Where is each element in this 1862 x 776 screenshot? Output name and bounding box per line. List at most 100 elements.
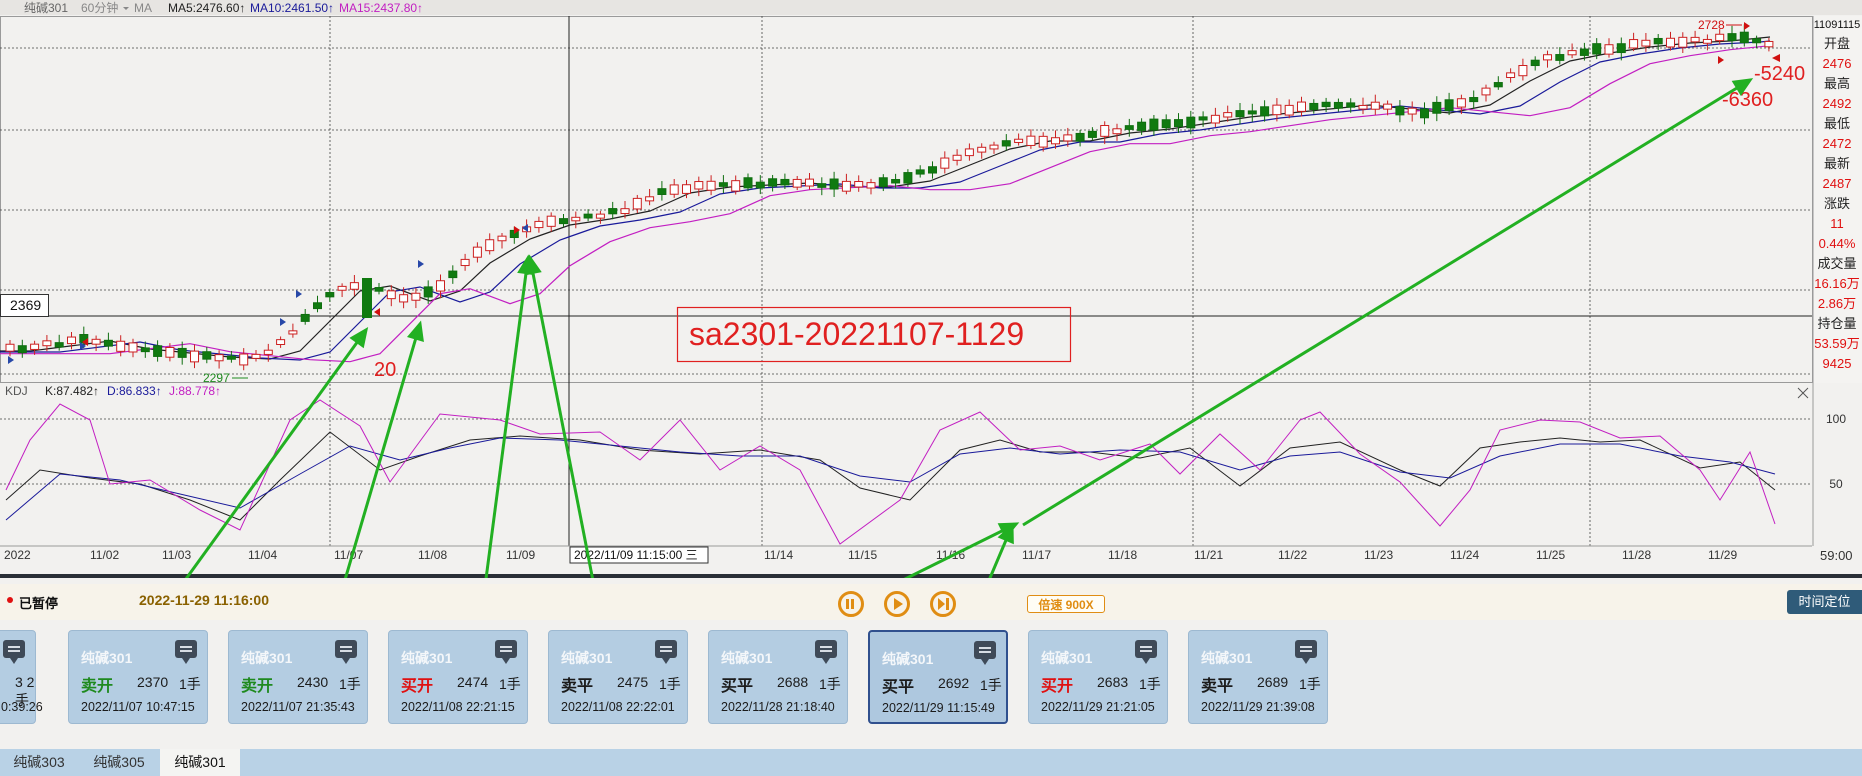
candle	[1407, 107, 1417, 115]
time-locate-button[interactable]: 时间定位	[1787, 590, 1862, 614]
candle	[1272, 104, 1282, 116]
x-tick-label: 11/07	[334, 548, 363, 562]
message-icon[interactable]	[1295, 640, 1317, 664]
header-indicator[interactable]: MA	[134, 1, 152, 15]
candle	[165, 346, 175, 358]
chart-area[interactable]: 纯碱301 60分钟 MA MA5:2476.60↑ MA10:2461.50↑…	[0, 0, 1862, 578]
trade-lots: 1手	[339, 676, 361, 692]
side-value: 2492	[1823, 96, 1852, 111]
candle	[374, 287, 384, 292]
trade-card-partial[interactable]: 3 2手 0:39:26	[0, 630, 43, 724]
message-icon[interactable]	[335, 640, 357, 664]
candle	[989, 144, 999, 150]
trade-price: 2688	[777, 674, 809, 690]
message-icon[interactable]	[974, 641, 996, 665]
trade-time: 2022/11/07 10:47:15	[81, 700, 195, 714]
side-value: 2472	[1823, 136, 1852, 151]
trade-card[interactable]: 纯碱301 买开 2474 1手 2022/11/08 22:21:15	[388, 630, 528, 724]
symbol-tab[interactable]: 纯碱303	[13, 754, 65, 770]
kdj-close-icon[interactable]	[1797, 387, 1809, 399]
profit-label-2: -6360	[1722, 89, 1773, 111]
status-text: 已暂停	[19, 596, 59, 611]
side-label: 涨跌	[1824, 196, 1850, 211]
header-period[interactable]: 60分钟	[81, 0, 118, 15]
candle	[620, 208, 630, 215]
symbol-tab[interactable]: 纯碱301	[160, 749, 240, 776]
candle	[1567, 50, 1577, 56]
candle	[817, 183, 827, 188]
speed-button[interactable]: 倍速 900X	[1027, 595, 1105, 613]
annotation-arrow	[343, 323, 422, 578]
trade-card[interactable]: 纯碱301 卖开 2370 1手 2022/11/07 10:47:15	[68, 630, 208, 724]
candle	[1592, 43, 1602, 55]
play-button[interactable]	[884, 591, 910, 617]
side-value: 0.44%	[1819, 236, 1856, 251]
annotation-arrow	[1022, 78, 1751, 527]
message-icon[interactable]	[655, 640, 677, 664]
message-icon[interactable]	[1135, 640, 1157, 664]
candle	[239, 353, 249, 366]
watermark-label: sa2301-20221107-1129	[689, 316, 1024, 352]
trade-price: 2475	[617, 674, 649, 690]
x-tick-label: 11/03	[162, 548, 191, 562]
annotation-arrow	[903, 522, 1017, 578]
candle	[1506, 72, 1516, 78]
kdj-level-50: 50	[1829, 477, 1843, 491]
step-back-button[interactable]	[838, 591, 864, 617]
candle	[1333, 101, 1343, 109]
candle	[866, 182, 876, 189]
candle	[1112, 128, 1122, 135]
candle	[1001, 140, 1011, 147]
x-tick-label: 11/23	[1364, 548, 1393, 562]
step-forward-button[interactable]	[930, 591, 956, 617]
trade-card[interactable]: 纯碱301 买平 2688 1手 2022/11/28 21:18:40	[708, 630, 848, 724]
candle	[202, 351, 212, 360]
header-ma5: MA5:2476.60↑	[168, 1, 245, 15]
candle	[1616, 43, 1626, 54]
trade-card[interactable]: 纯碱301 买开 2683 1手 2022/11/29 21:21:05	[1028, 630, 1168, 724]
candle	[768, 178, 778, 187]
candle	[1727, 33, 1737, 42]
trade-card[interactable]: 纯碱301 卖平 2475 1手 2022/11/08 22:22:01	[548, 630, 688, 724]
candle	[411, 292, 421, 301]
side-label: 开盘	[1824, 36, 1850, 51]
candle	[940, 157, 950, 169]
trade-lots: 1手	[659, 676, 681, 692]
message-icon[interactable]	[175, 640, 197, 664]
candle	[964, 148, 974, 157]
trade-card[interactable]: 纯碱301 买平 2692 1手 2022/11/29 11:15:49	[868, 630, 1008, 724]
candle	[1358, 104, 1368, 110]
trade-action: 卖平	[561, 678, 594, 695]
candle	[91, 338, 101, 345]
message-icon[interactable]	[3, 640, 25, 664]
candle	[805, 178, 814, 187]
ma5-line	[0, 36, 1771, 360]
candle	[657, 188, 667, 195]
trade-card[interactable]: 纯碱301 卖平 2689 1手 2022/11/29 21:39:08	[1188, 630, 1328, 724]
step-back-icon	[846, 599, 849, 609]
trade-card[interactable]: 纯碱301 卖开 2430 1手 2022/11/07 21:35:43	[228, 630, 368, 724]
candle	[313, 302, 322, 310]
candle	[153, 345, 163, 357]
annotation-arrow	[528, 257, 594, 578]
candle	[731, 180, 741, 192]
kdj-j: J:88.778↑	[169, 384, 221, 398]
x-tick-label: 11/25	[1536, 548, 1565, 562]
candle	[1456, 98, 1466, 108]
candle	[780, 178, 790, 186]
candle	[103, 339, 113, 347]
trade-lots: 1手	[499, 676, 521, 692]
candle	[1420, 108, 1429, 119]
x-tick-label: 11/17	[1022, 548, 1051, 562]
symbol-tab[interactable]: 纯碱305	[93, 754, 145, 770]
candle	[829, 178, 839, 190]
candle	[1702, 38, 1712, 44]
candle	[5, 343, 15, 352]
annotation-arrow	[988, 525, 1014, 578]
message-icon[interactable]	[495, 640, 517, 664]
x-tick-label: 11/21	[1194, 548, 1223, 562]
message-icon[interactable]	[815, 640, 837, 664]
candle	[263, 349, 273, 355]
status-dot	[7, 597, 13, 603]
candle	[325, 292, 335, 298]
